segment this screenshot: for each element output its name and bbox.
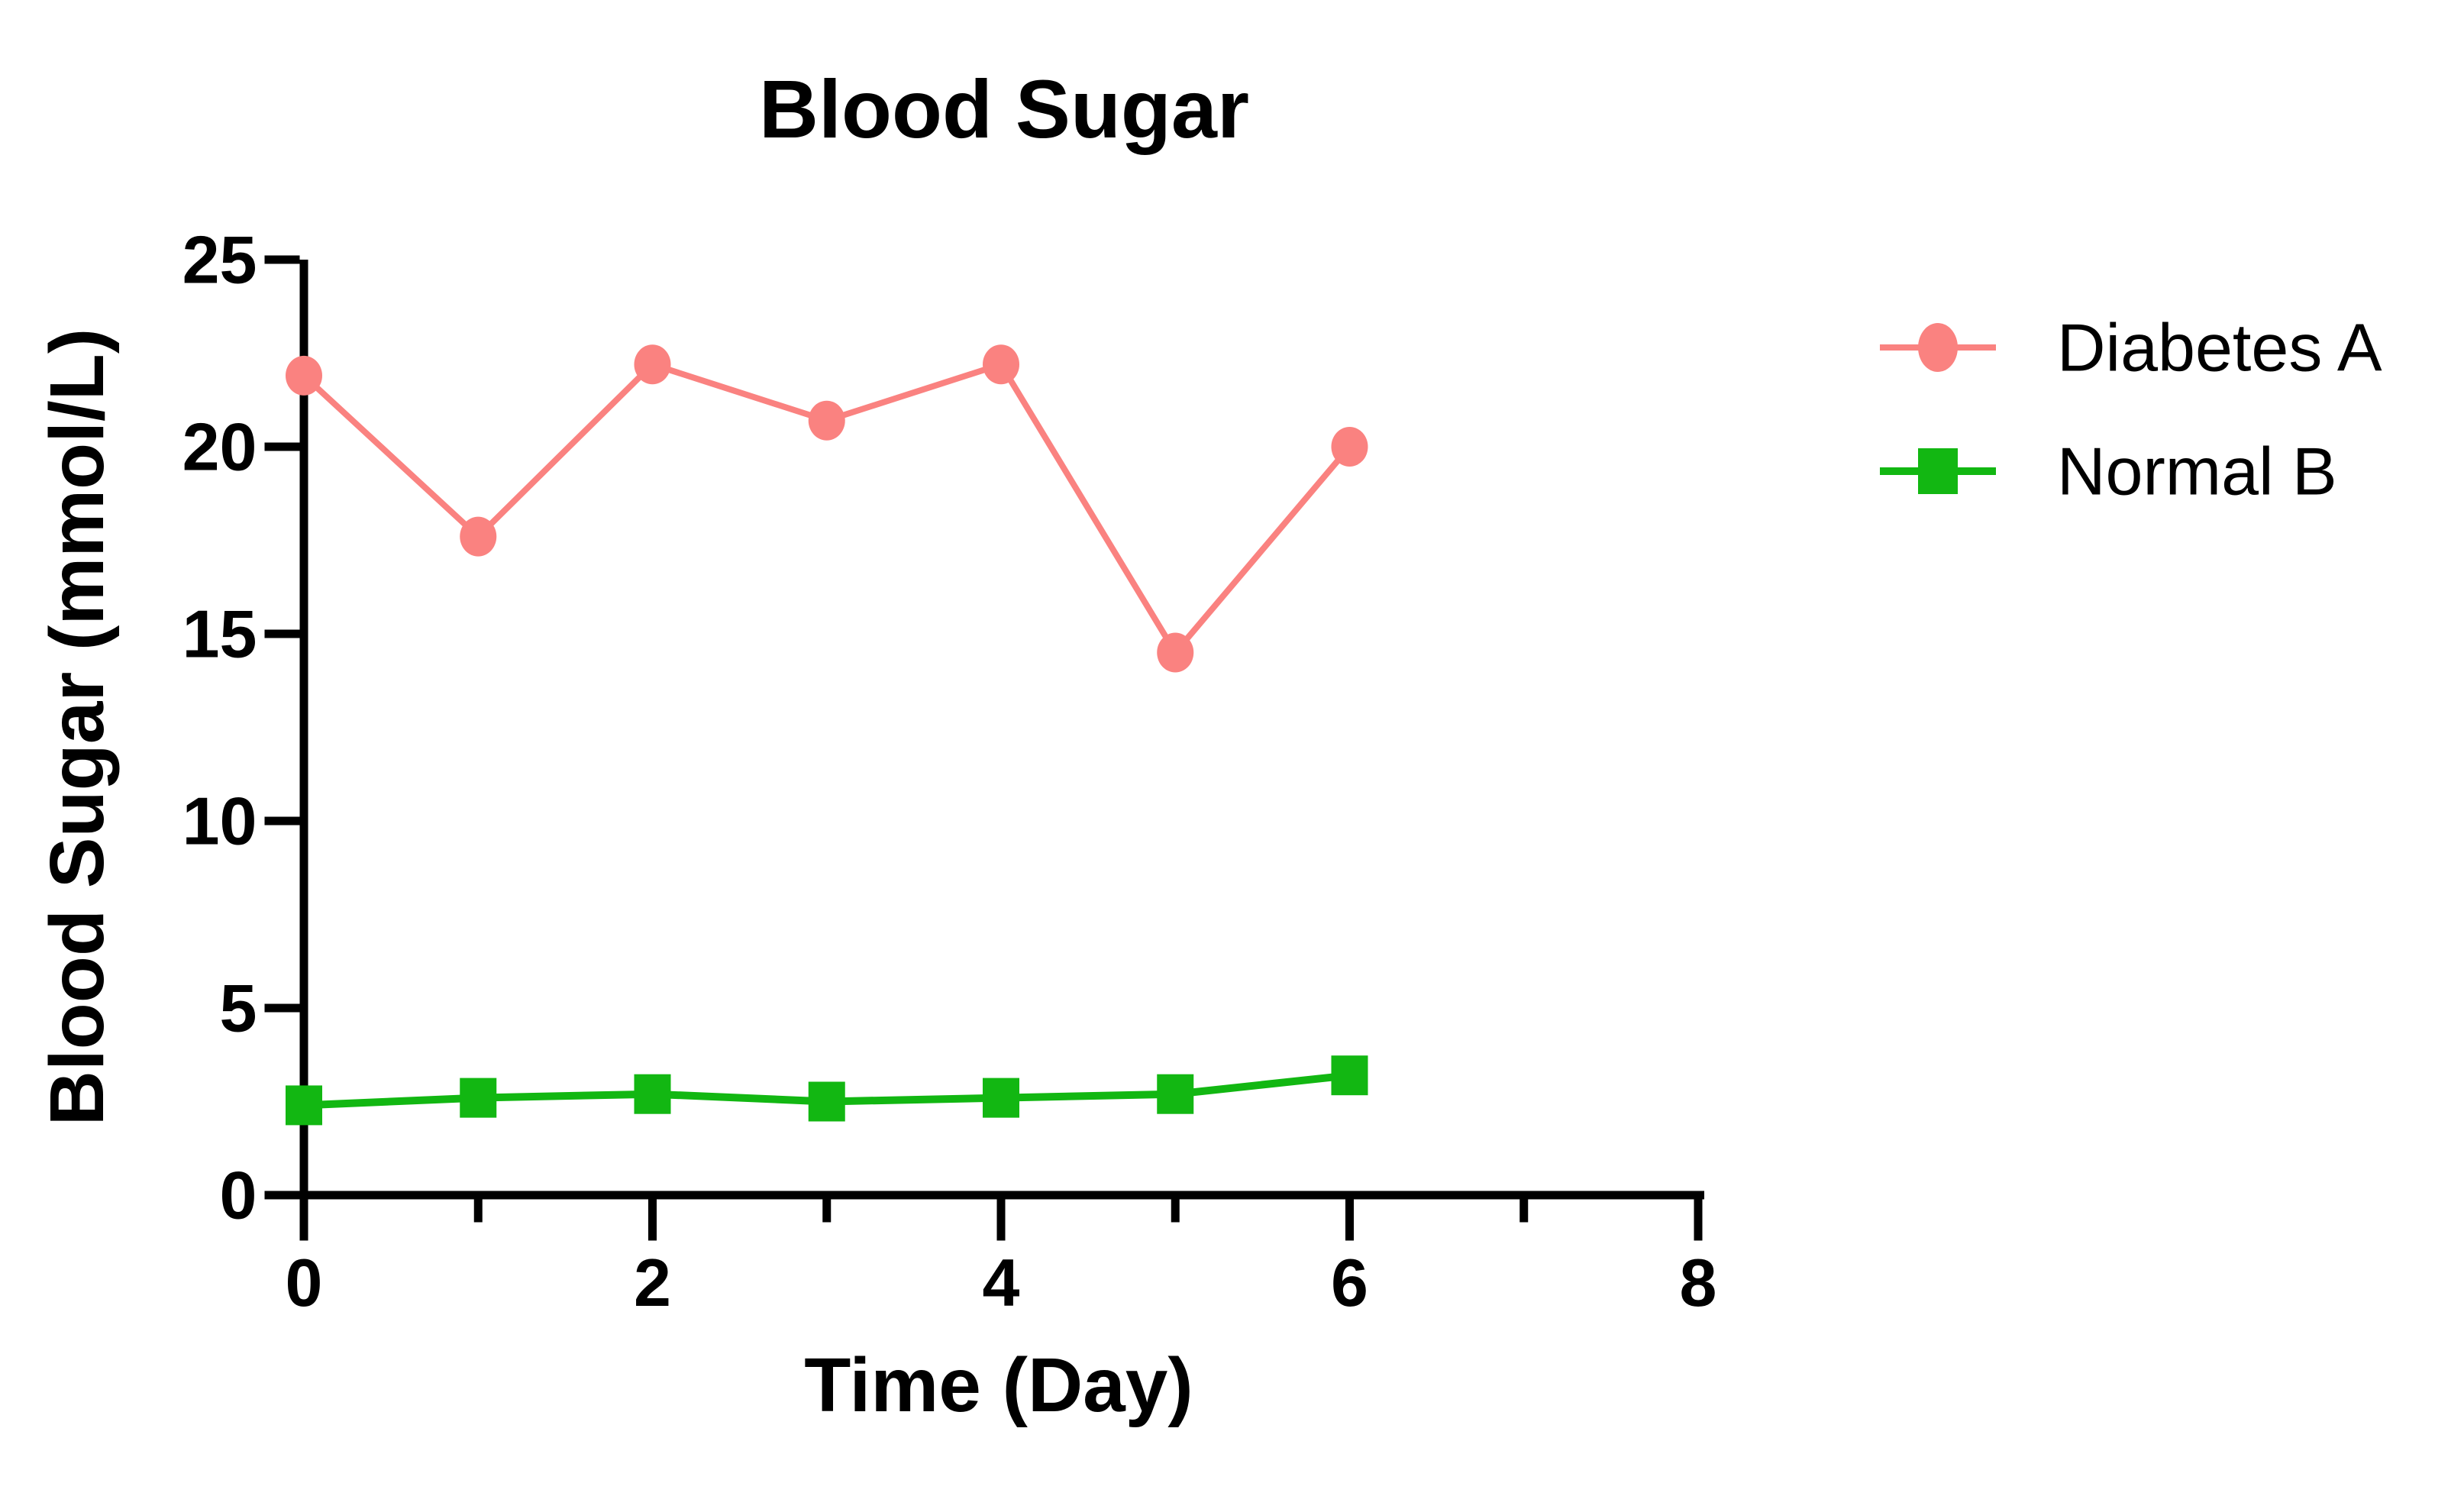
y-tick-label: 25: [182, 222, 257, 298]
data-point-square-normal-b: [286, 1085, 322, 1126]
data-point-square-normal-b: [460, 1078, 497, 1118]
axes-layer: [264, 255, 1704, 1241]
legend-entry-diabetes-a: Diabetes A: [1880, 310, 2382, 386]
legend-entry-normal-b: Normal B: [1880, 434, 2337, 509]
y-tick-label: 15: [182, 596, 257, 672]
chart-title: Blood Sugar: [759, 63, 1249, 155]
data-point-square-normal-b: [983, 1078, 1019, 1118]
x-tick-label: 8: [1680, 1245, 1717, 1320]
data-point-square-normal-b: [1331, 1055, 1368, 1096]
legend: Diabetes A Normal B: [1880, 310, 2382, 509]
legend-label: Diabetes A: [2057, 310, 2382, 386]
x-tick-label: 6: [1331, 1245, 1368, 1320]
tick-label-layer: 0 5 10 15 20 25 0 2 4 6 8: [182, 222, 1717, 1321]
y-tick-label: 10: [182, 784, 257, 859]
y-tick-label: 0: [220, 1158, 257, 1233]
data-point-square-normal-b: [1157, 1074, 1194, 1114]
x-tick-label: 4: [983, 1245, 1020, 1320]
data-point-circle-diabetes-a: [1157, 632, 1194, 673]
data-point-square-normal-b: [634, 1074, 671, 1114]
data-point-square-normal-b: [808, 1081, 845, 1122]
y-axis-label: Blood Sugar (mmol/L): [34, 328, 120, 1126]
x-tick-label: 2: [634, 1245, 671, 1320]
series-layer: [286, 344, 1368, 1126]
data-point-circle-diabetes-a: [983, 344, 1019, 385]
data-point-circle-diabetes-a: [634, 344, 671, 385]
legend-circle-icon: [1918, 323, 1958, 372]
x-tick-label: 0: [286, 1245, 323, 1320]
x-axis-label: Time (Day): [804, 1343, 1193, 1428]
y-tick-label: 5: [220, 971, 257, 1046]
data-point-circle-diabetes-a: [1331, 427, 1368, 467]
data-point-circle-diabetes-a: [286, 355, 322, 396]
y-tick-label: 20: [182, 409, 257, 485]
data-point-circle-diabetes-a: [460, 516, 497, 557]
data-point-circle-diabetes-a: [808, 400, 845, 441]
legend-square-icon: [1918, 448, 1958, 494]
legend-label: Normal B: [2057, 434, 2337, 509]
